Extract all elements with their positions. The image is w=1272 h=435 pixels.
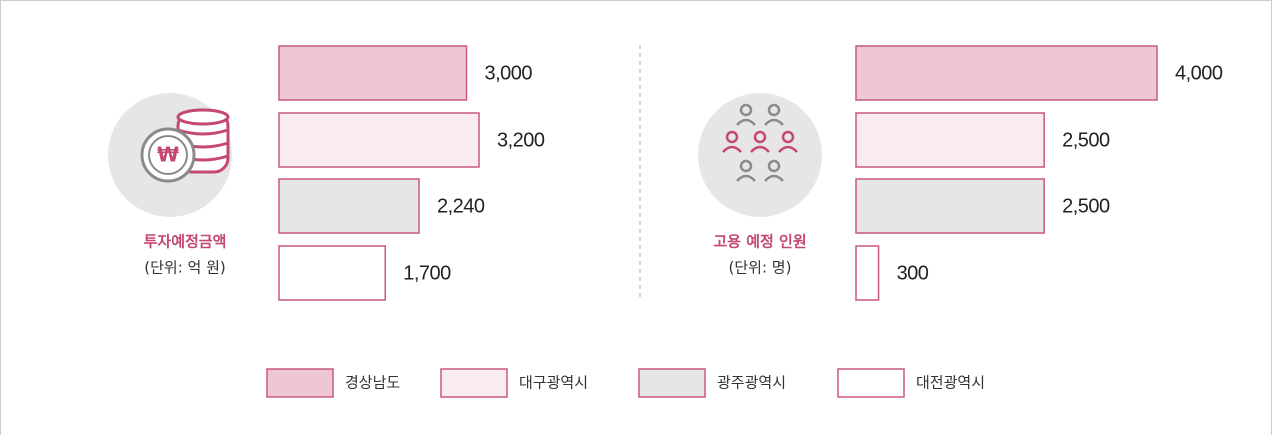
bar	[855, 45, 1158, 101]
bar	[855, 112, 1045, 168]
chart-subtitle: (단위: 억 원)	[144, 259, 226, 277]
legend-label: 경상남도	[345, 374, 400, 392]
chart-title: 투자예정금액	[144, 233, 227, 251]
legend-swatch	[440, 368, 508, 398]
coin-icon: ₩	[108, 93, 232, 217]
value-label: 2,500	[1062, 129, 1110, 151]
value-label: 2,500	[1062, 195, 1110, 217]
legend-label: 대구광역시	[519, 374, 588, 392]
bar	[855, 245, 880, 301]
bar	[278, 112, 480, 168]
svg-text:₩: ₩	[157, 143, 179, 167]
legend-swatch	[266, 368, 334, 398]
bar	[278, 178, 420, 234]
bar	[278, 245, 386, 301]
legend-swatch	[837, 368, 905, 398]
legend-label: 광주광역시	[717, 374, 786, 392]
chart-subtitle: (단위: 명)	[729, 259, 792, 277]
bar	[278, 45, 468, 101]
value-label: 1,700	[403, 262, 451, 284]
value-label: 3,000	[485, 62, 533, 84]
bar	[855, 178, 1045, 234]
people-icon	[698, 93, 822, 217]
value-label: 2,240	[437, 195, 485, 217]
value-label: 3,200	[497, 129, 545, 151]
legend-label: 대전광역시	[916, 374, 985, 392]
legend-swatch	[638, 368, 706, 398]
value-label: 4,000	[1175, 62, 1223, 84]
value-label: 300	[897, 262, 929, 284]
chart-title: 고용 예정 인원	[713, 233, 806, 251]
